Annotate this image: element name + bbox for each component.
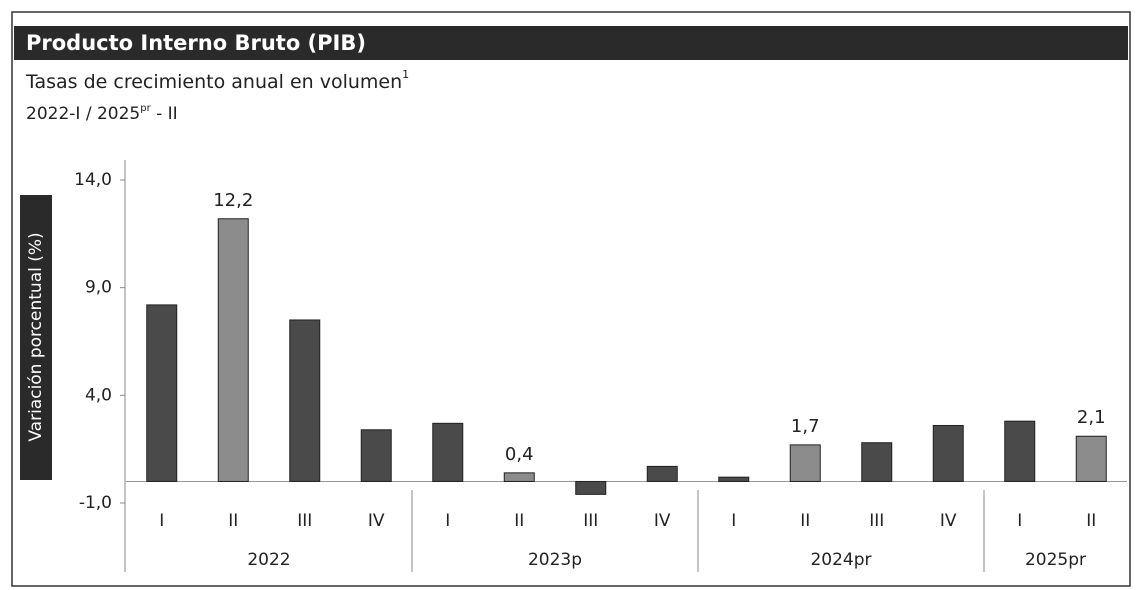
x-tick-label: II [1086, 511, 1096, 531]
x-tick-label: I [445, 511, 450, 531]
subtitle-note: 1 [402, 68, 409, 81]
x-tick-label: IV [368, 511, 385, 531]
group-label: 2023p [528, 550, 582, 570]
period-mark: pr [140, 103, 151, 114]
y-tick-label: 14,0 [74, 170, 112, 190]
bar [360, 429, 392, 482]
x-tick-label: III [297, 511, 312, 531]
bar [1004, 420, 1036, 482]
bar [575, 480, 607, 495]
bar [289, 319, 321, 482]
subtitle-text: Tasas de crecimiento anual en volumen [25, 71, 402, 93]
bar [646, 465, 678, 482]
ylabel-box [20, 195, 52, 480]
group-label: 2022 [247, 550, 290, 570]
x-tick-label: III [869, 511, 884, 531]
x-tick-label: II [514, 511, 524, 531]
y-tick-label: 9,0 [85, 278, 112, 298]
x-tick-label: IV [654, 511, 671, 531]
x-tick-label: I [731, 511, 736, 531]
group-label: 2024pr [810, 550, 871, 570]
x-tick-label: IV [940, 511, 957, 531]
chart-title: Producto Interno Bruto (PIB) [26, 31, 366, 55]
frame [11, 11, 1131, 587]
bar [432, 422, 464, 482]
period: 2022-I / 2025pr - II [26, 103, 178, 124]
bar [932, 424, 964, 482]
bar [718, 476, 750, 482]
value-label: 2,1 [1077, 407, 1106, 428]
y-tick-label: -1,0 [79, 493, 112, 513]
period-end: - II [151, 104, 178, 124]
value-label: 12,2 [213, 190, 253, 211]
bar [217, 218, 249, 482]
value-label: 0,4 [505, 444, 534, 465]
bar [1075, 435, 1107, 482]
value-label: 1,7 [791, 416, 820, 437]
bar [146, 304, 178, 482]
period-start: 2022-I / 2025 [26, 104, 140, 124]
bar [861, 442, 893, 482]
x-tick-label: II [800, 511, 810, 531]
x-tick-label: I [159, 511, 164, 531]
subtitle: Tasas de crecimiento anual en volumen1 [25, 68, 409, 93]
y-tick-label: 4,0 [85, 385, 112, 405]
title-bar [14, 26, 1128, 60]
x-tick-label: I [1017, 511, 1022, 531]
x-tick-label: II [228, 511, 238, 531]
group-label: 2025pr [1025, 550, 1086, 570]
y-axis-label: Variación porcentual (%) [26, 232, 46, 441]
bar [789, 444, 821, 482]
x-tick-label: III [583, 511, 598, 531]
bar [503, 472, 535, 482]
